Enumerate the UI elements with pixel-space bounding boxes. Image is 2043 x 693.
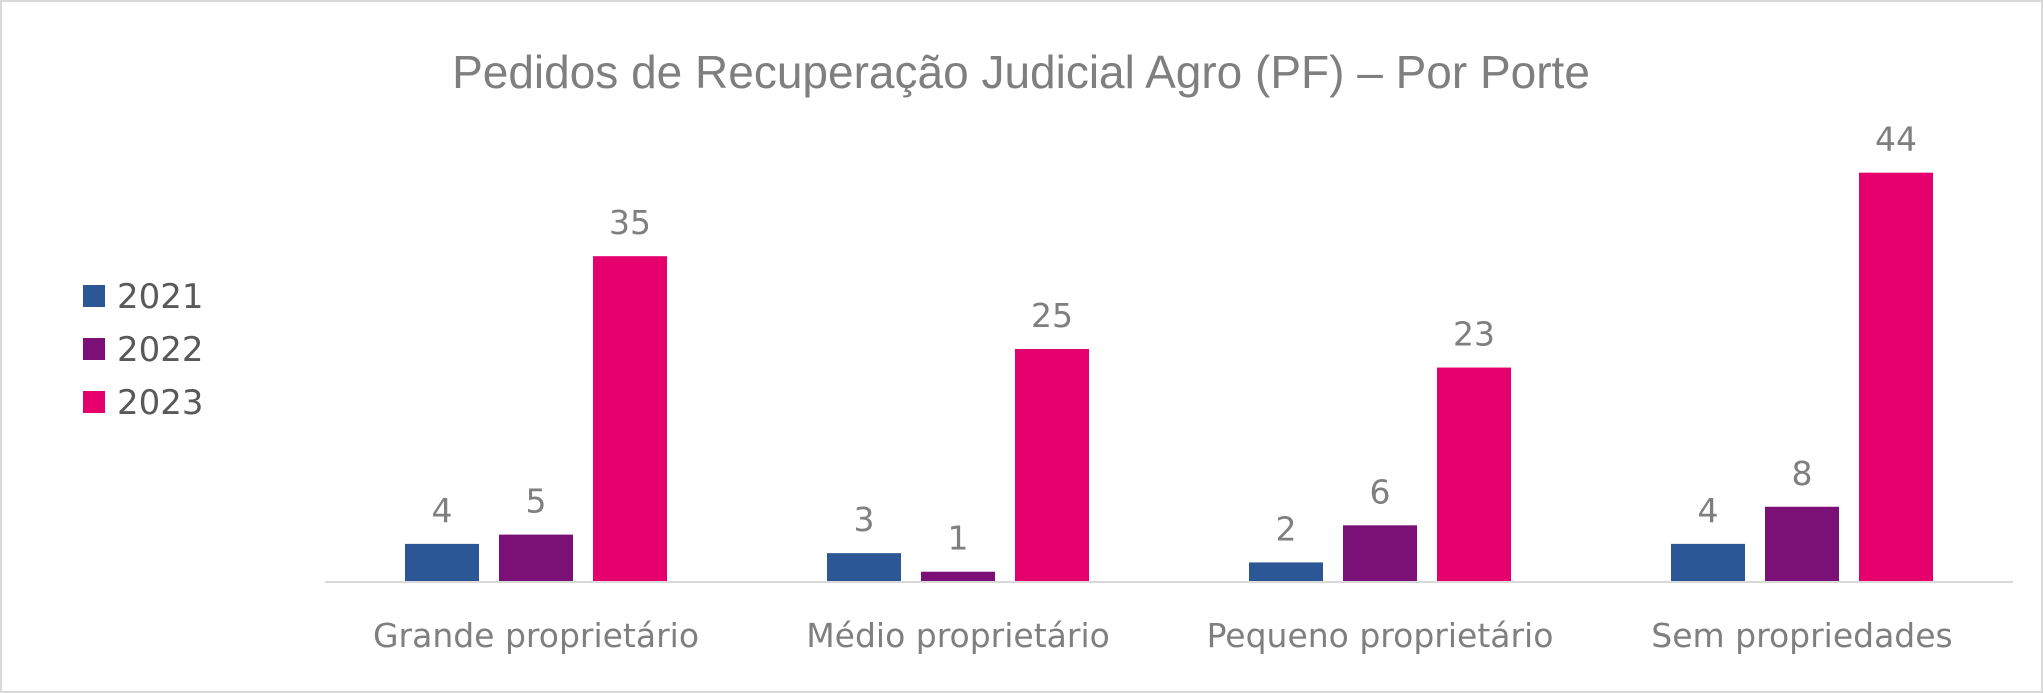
bar-2022-4 [1765, 506, 1839, 581]
x-tick-label: Sem propriedades [1651, 616, 1952, 655]
chart-title: Pedidos de Recuperação Judicial Agro (PF… [452, 46, 1590, 98]
data-label-2022-1: 5 [526, 482, 547, 521]
data-label-2023-4: 44 [1875, 120, 1917, 159]
legend-label-2023: 2023 [117, 383, 204, 423]
legend-label-2022: 2022 [117, 330, 204, 370]
data-label-2023-3: 23 [1453, 315, 1495, 354]
bar-2021-4 [1671, 543, 1745, 581]
data-label-2021-3: 2 [1276, 509, 1297, 548]
data-label-2023-1: 35 [609, 203, 651, 242]
bar-2021-1 [405, 543, 479, 581]
data-label-2021-1: 4 [432, 491, 453, 530]
data-label-2021-2: 3 [854, 500, 875, 539]
legend-swatch-2021 [83, 285, 105, 307]
bar-2023-2 [1015, 349, 1089, 581]
data-labels: 4 5 35 3 1 25 2 6 23 4 8 44 [432, 120, 1918, 558]
x-tick-label: Médio proprietário [806, 616, 1110, 655]
data-label-2022-2: 1 [948, 519, 969, 558]
bar-2023-1 [593, 256, 667, 581]
bar-2022-2 [921, 571, 995, 581]
bar-2022-1 [499, 534, 573, 581]
legend-swatch-2022 [83, 338, 105, 360]
legend: 2021 2022 2023 [83, 277, 204, 423]
data-label-2021-4: 4 [1698, 491, 1719, 530]
bars [405, 172, 1933, 581]
bar-2022-3 [1343, 525, 1417, 581]
legend-swatch-2023 [83, 391, 105, 413]
x-tick-label: Grande proprietário [373, 616, 699, 655]
x-tick-label: Pequeno proprietário [1207, 616, 1554, 655]
bar-2023-4 [1859, 172, 1933, 581]
bar-2021-3 [1249, 562, 1323, 581]
data-label-2022-3: 6 [1370, 472, 1391, 511]
bar-2023-3 [1437, 367, 1511, 581]
data-label-2022-4: 8 [1792, 454, 1813, 493]
bar-2021-2 [827, 553, 901, 581]
data-label-2023-2: 25 [1031, 296, 1073, 335]
x-axis-tick-labels: Grande proprietário Médio proprietário Peq… [373, 616, 1953, 655]
legend-label-2021: 2021 [117, 277, 204, 317]
